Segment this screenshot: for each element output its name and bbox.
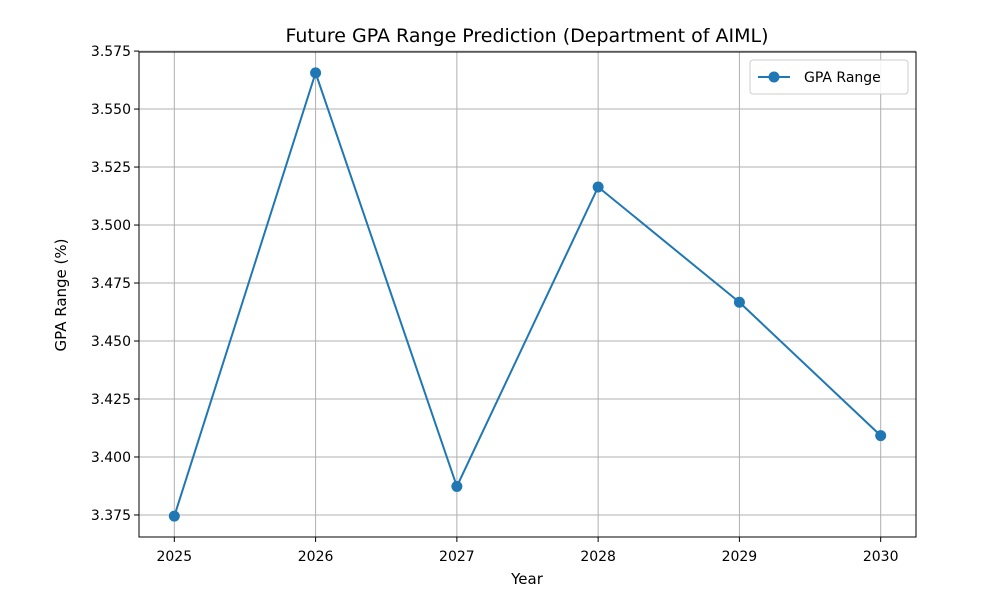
x-tick-label: 2026 <box>298 549 334 565</box>
x-tick-label: 2028 <box>580 549 616 565</box>
y-axis-label: GPA Range (%) <box>52 238 70 351</box>
x-tick-label: 2025 <box>156 549 192 565</box>
legend: GPA Range <box>749 59 909 95</box>
x-tick-label: 2030 <box>863 549 899 565</box>
y-tick-label: 3.575 <box>91 44 131 60</box>
x-axis-label: Year <box>510 570 544 588</box>
y-tick-label: 3.550 <box>91 102 131 118</box>
axis-ticks: 2025 2026 2027 2028 2029 2030 3.375 3.400 3.425 3… <box>91 44 899 565</box>
y-tick-label: 3.500 <box>91 218 131 234</box>
y-tick-label: 3.375 <box>91 508 131 524</box>
series-line-gpa-range <box>173 71 882 517</box>
data-series <box>168 67 887 522</box>
x-tick-label: 2027 <box>439 549 475 565</box>
chart-title: Future GPA Range Prediction (Department … <box>285 25 768 47</box>
data-point <box>733 296 745 308</box>
y-tick-label: 3.425 <box>91 392 131 408</box>
data-point <box>875 430 887 442</box>
legend-box <box>749 59 909 95</box>
x-tick-label: 2029 <box>722 549 758 565</box>
plot-frame <box>138 51 917 538</box>
data-point <box>168 510 180 522</box>
legend-point-marker <box>768 71 780 83</box>
data-point <box>451 480 463 492</box>
legend-entry-gpa-range: GPA Range <box>804 70 881 86</box>
data-point <box>310 67 322 79</box>
y-tick-label: 3.400 <box>91 450 131 466</box>
y-tick-label: 3.475 <box>91 276 131 292</box>
y-tick-label: 3.525 <box>91 160 131 176</box>
data-point <box>592 181 604 193</box>
grid-lines <box>139 50 916 537</box>
y-tick-label: 3.450 <box>91 334 131 350</box>
